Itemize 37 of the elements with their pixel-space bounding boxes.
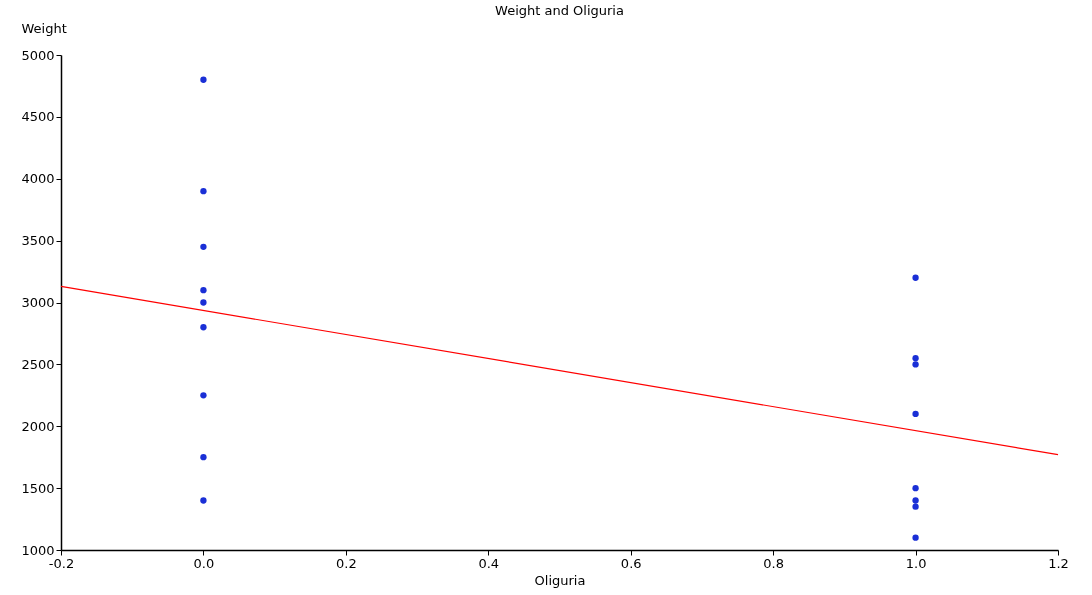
x-tick-label: 0.2 xyxy=(336,555,357,571)
point xyxy=(912,361,919,368)
y-tick-label: 2500 xyxy=(21,356,55,372)
x-tick-label: 1.0 xyxy=(905,555,927,571)
y-tick-label: 4500 xyxy=(21,109,55,125)
chart-title: Weight and Oliguria xyxy=(495,3,624,18)
x-tick-label: 0.4 xyxy=(478,555,500,571)
y-tick-label: 4000 xyxy=(21,171,55,187)
x-tick-label: 0.0 xyxy=(193,555,215,571)
point xyxy=(912,484,919,492)
y-axis-title: Weight xyxy=(21,20,67,36)
point xyxy=(200,286,207,294)
point xyxy=(912,503,919,510)
point xyxy=(200,76,207,83)
point xyxy=(200,392,207,399)
point xyxy=(200,497,207,504)
y-tick-label: 5000 xyxy=(21,47,55,63)
point xyxy=(912,410,919,418)
point xyxy=(200,324,207,331)
y-tick-label: 1000 xyxy=(21,542,55,558)
point xyxy=(912,497,919,504)
point xyxy=(200,243,207,250)
x-tick-label: 0.6 xyxy=(620,555,642,571)
y-tick-label: 3500 xyxy=(21,233,55,249)
point xyxy=(200,187,207,195)
point xyxy=(912,355,919,362)
x-tick-label: -0.2 xyxy=(48,555,75,571)
point xyxy=(912,274,919,281)
y-tick-label: 2000 xyxy=(21,418,55,434)
point xyxy=(200,299,207,306)
x-tick-label: 1.2 xyxy=(1048,555,1069,571)
x-axis-title: Oliguria xyxy=(534,572,586,588)
y-tick-label: 3000 xyxy=(21,295,55,310)
x-tick-label: 0.8 xyxy=(763,555,784,571)
point xyxy=(200,454,207,461)
y-tick-label: 1500 xyxy=(21,480,55,496)
point xyxy=(912,534,919,541)
